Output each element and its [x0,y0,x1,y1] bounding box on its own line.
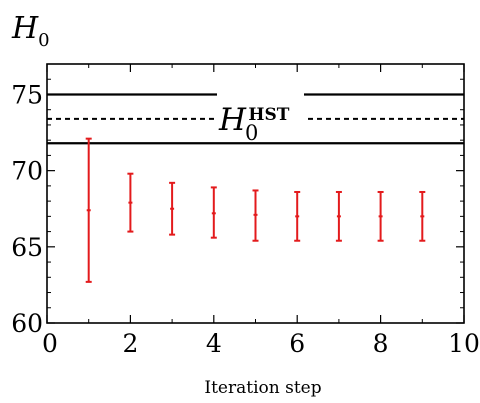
x-tick-label: 0 [42,329,58,358]
error-bars [85,137,426,283]
y-tick-label: 60 [11,309,43,338]
y-tick-label: 65 [11,233,43,262]
x-tick-label: 10 [448,329,480,358]
axis-labels: H0 Iteration step [11,11,322,398]
reference-label-background [217,93,304,137]
reference-label-sub: 0 [245,121,258,145]
y-axis-title: H0 [11,11,50,51]
y-tick-label: 75 [11,80,43,109]
reference-label-main: H [218,102,247,138]
reference-label-text: H0HST [218,102,290,145]
reference-label: H0HST [217,93,304,145]
y-axis-title-sub: 0 [38,30,49,51]
x-tick-label: 2 [122,329,138,358]
x-tick-label: 6 [289,329,305,358]
x-tick-label: 4 [206,329,222,358]
y-axis-title-main: H [11,11,39,46]
x-tick-label: 8 [373,329,389,358]
x-axis-title: Iteration step [204,378,321,398]
y-tick-label: 70 [11,157,43,186]
reference-label-sup: HST [248,105,289,125]
ticks: 0 2 4 6 8 10 60 65 70 75 [11,63,480,358]
